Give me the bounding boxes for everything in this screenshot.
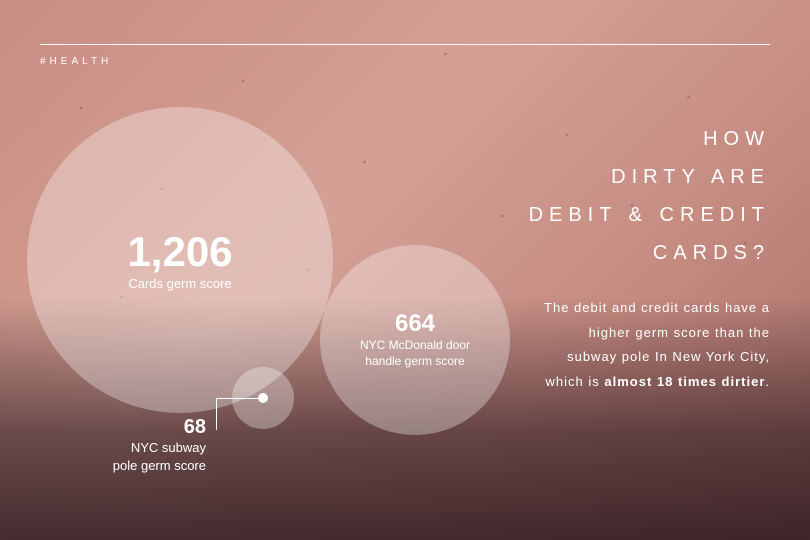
subway-callout-value: 68 bbox=[0, 416, 206, 439]
headline-line: DEBIT & CREDIT bbox=[529, 196, 770, 234]
leader-dot bbox=[258, 393, 268, 403]
headline-line: CARDS? bbox=[529, 234, 770, 272]
body-copy: The debit and credit cards have a higher… bbox=[540, 296, 770, 395]
bubble-cards-label: Cards germ score bbox=[128, 276, 231, 293]
category-tag: #HEALTH bbox=[40, 56, 112, 67]
leader-line-vertical bbox=[216, 398, 217, 430]
headline-line: HOW bbox=[529, 120, 770, 158]
top-rule bbox=[40, 44, 770, 45]
leader-line-horizontal bbox=[216, 398, 263, 399]
bubble-mcdonald-value: 664 bbox=[395, 310, 435, 338]
bubble-cards-value: 1,206 bbox=[127, 228, 232, 276]
infographic-canvas: #HEALTH 1,206 Cards germ score 664 NYC M… bbox=[0, 0, 810, 540]
body-text-after: . bbox=[765, 374, 770, 389]
headline: HOWDIRTY AREDEBIT & CREDITCARDS? bbox=[529, 120, 770, 272]
subway-callout: 68 NYC subwaypole germ score bbox=[0, 416, 206, 474]
bubble-mcdonald: 664 NYC McDonald doorhandle germ score bbox=[320, 245, 510, 435]
body-text-bold: almost 18 times dirtier bbox=[604, 374, 765, 389]
bubble-cards: 1,206 Cards germ score bbox=[27, 107, 333, 413]
bubble-mcdonald-label: NYC McDonald doorhandle germ score bbox=[360, 338, 470, 369]
headline-line: DIRTY ARE bbox=[529, 158, 770, 196]
subway-callout-label: NYC subwaypole germ score bbox=[0, 439, 206, 474]
